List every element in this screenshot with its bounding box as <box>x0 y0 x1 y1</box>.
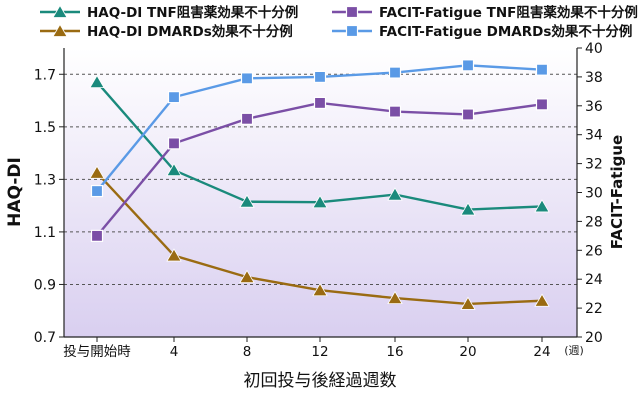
right-tick-label: 34 <box>585 128 603 144</box>
left-tick-label: 1.5 <box>34 120 56 136</box>
series-point-0 <box>312 194 328 209</box>
x-tick-label: 4 <box>170 344 179 360</box>
series-point-1 <box>166 248 182 262</box>
x-axis-unit: (週) <box>564 344 584 357</box>
series-point-0 <box>534 199 550 213</box>
right-tick-label: 36 <box>585 99 603 115</box>
right-tick-label: 32 <box>585 157 603 173</box>
right-tick-label: 40 <box>585 41 603 57</box>
series-point-2 <box>461 108 475 121</box>
series-point-0 <box>166 162 182 177</box>
series-point-3 <box>461 59 475 72</box>
x-tick-label: 投与開始時 <box>63 344 131 360</box>
series-markers <box>89 59 550 310</box>
series-point-3 <box>535 63 549 76</box>
right-axis-ticks: 20 22 24 26 28 30 32 34 36 38 40 <box>577 41 603 346</box>
series-point-2 <box>313 96 327 110</box>
right-tick-label: 30 <box>585 186 603 202</box>
left-tick-label: 0.7 <box>34 330 56 346</box>
series-point-0 <box>239 194 255 208</box>
legend-label: FACIT-Fatigue DMARDs効果不十分例 <box>379 23 632 40</box>
left-tick-label: 1.3 <box>34 172 56 188</box>
series-point-1 <box>387 290 403 305</box>
x-tick-label: 8 <box>243 344 252 360</box>
x-tick-label: 16 <box>386 344 403 360</box>
legend-swatch-marker <box>52 23 68 37</box>
right-tick-label: 20 <box>585 330 603 346</box>
left-tick-label: 1.7 <box>34 67 56 83</box>
series-point-3 <box>313 70 327 84</box>
series-point-2 <box>167 137 181 150</box>
left-axis-title: HAQ-DI <box>5 157 25 227</box>
left-tick-label: 1.1 <box>34 225 56 241</box>
series-point-3 <box>167 91 181 104</box>
series-point-0 <box>460 202 476 216</box>
series-point-1 <box>239 269 255 283</box>
series-point-1 <box>89 165 105 179</box>
x-tick-label: 12 <box>311 344 328 360</box>
series-point-3 <box>90 184 104 198</box>
x-axis-ticks: 投与開始時 4 8 12 16 20 24 <box>63 337 551 360</box>
legend-swatch-marker <box>345 24 359 38</box>
right-tick-label: 22 <box>585 301 603 317</box>
legend-swatch-marker <box>345 5 359 19</box>
series-point-2 <box>535 98 549 111</box>
x-axis-title: 初回投与後経過週数 <box>244 371 397 391</box>
right-tick-label: 26 <box>585 243 603 259</box>
right-axis-title: FACIT-Fatigue <box>608 135 626 249</box>
right-tick-label: 38 <box>585 70 603 86</box>
series-point-3 <box>240 72 254 85</box>
series-point-1 <box>460 296 476 310</box>
series-point-2 <box>90 229 104 242</box>
right-tick-label: 24 <box>585 272 603 288</box>
right-tick-label: 28 <box>585 214 603 230</box>
series-point-0 <box>387 187 403 201</box>
series-point-1 <box>312 282 328 297</box>
series-point-0 <box>89 74 105 89</box>
series-point-3 <box>388 66 402 79</box>
left-axis-ticks: 0.7 0.9 1.1 1.3 1.5 1.7 <box>34 67 64 346</box>
legend-swatch-marker <box>52 4 68 18</box>
series-point-1 <box>534 293 550 307</box>
legend-label: HAQ-DI DMARDs効果不十分例 <box>87 23 293 40</box>
legend: HAQ-DI TNF阻害薬効果不十分例 HAQ-DI DMARDs効果不十分例 FA… <box>40 4 638 40</box>
legend-label: FACIT-Fatigue TNF阻害薬効果不十分例 <box>379 4 638 21</box>
legend-label: HAQ-DI TNF阻害薬効果不十分例 <box>87 4 298 21</box>
x-tick-label: 24 <box>533 344 550 360</box>
x-tick-label: 20 <box>459 344 476 360</box>
series-point-2 <box>388 105 402 118</box>
series-point-2 <box>240 112 254 125</box>
left-tick-label: 0.9 <box>34 277 56 293</box>
